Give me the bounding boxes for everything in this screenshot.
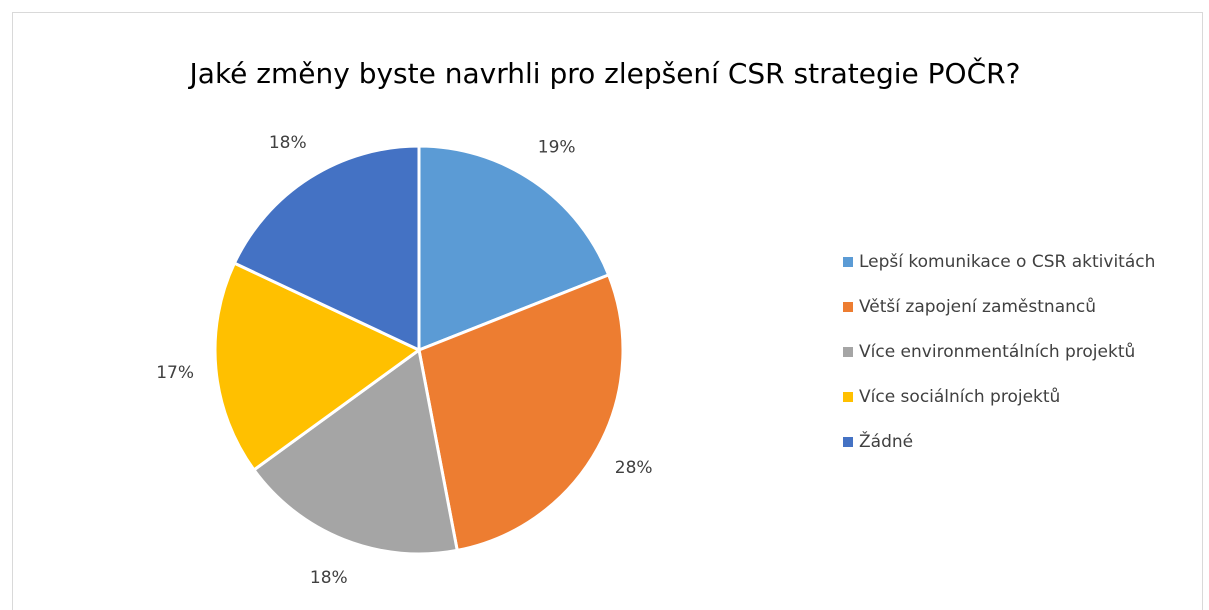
pie-slice	[417, 272, 625, 553]
legend-label: Větší zapojení zaměstnanců	[859, 297, 1096, 317]
legend-label: Lepší komunikace o CSR aktivitách	[859, 252, 1155, 272]
data-label: 17%	[156, 363, 194, 383]
legend-swatch	[843, 302, 853, 312]
legend-label: Více sociálních projektů	[859, 387, 1060, 407]
data-label: 18%	[269, 133, 307, 153]
chart-title: Jaké změny byste navrhli pro zlepšení CS…	[188, 56, 1021, 90]
legend-label: Žádné	[859, 430, 913, 452]
legend-label: Více environmentálních projektů	[859, 342, 1135, 362]
legend-swatch	[843, 347, 853, 357]
legend-swatch	[843, 437, 853, 447]
data-label: 28%	[615, 458, 653, 478]
legend-swatch	[843, 392, 853, 402]
pie-slice	[213, 261, 422, 473]
data-label: 18%	[310, 568, 348, 588]
pie-slice	[232, 144, 421, 353]
pie-slice	[417, 144, 611, 353]
legend-swatch	[843, 257, 853, 267]
data-label: 19%	[538, 137, 576, 157]
pie-slice	[251, 347, 459, 556]
